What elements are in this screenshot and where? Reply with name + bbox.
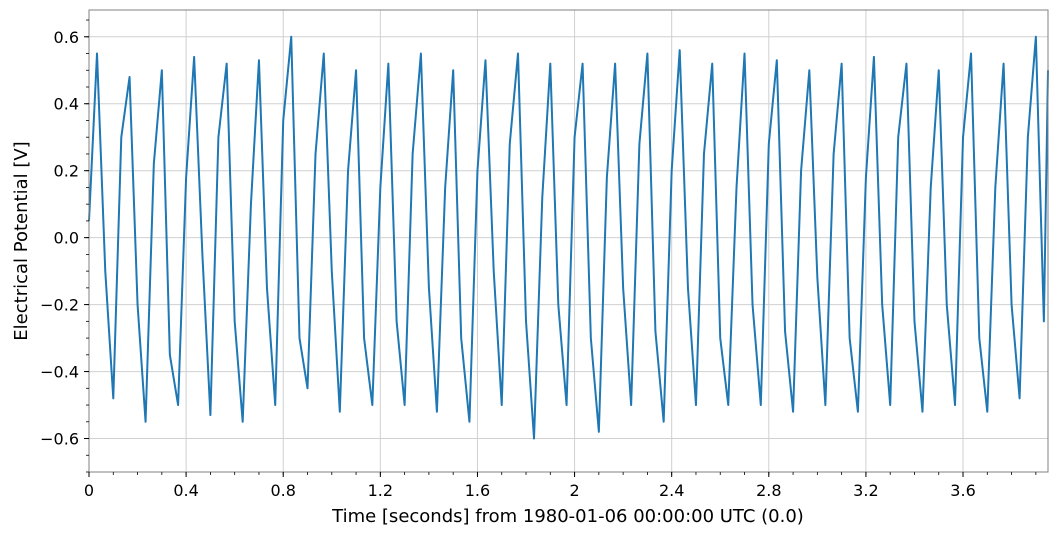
x-tick-label: 2.8 bbox=[756, 481, 781, 500]
y-tick-label: −0.6 bbox=[40, 430, 79, 449]
x-tick-label: 0 bbox=[84, 481, 94, 500]
x-tick-label: 1.2 bbox=[368, 481, 393, 500]
y-tick-label: −0.2 bbox=[40, 296, 79, 315]
y-tick-label: 0.4 bbox=[54, 95, 79, 114]
x-tick-label: 0.8 bbox=[271, 481, 296, 500]
y-tick-label: 0.0 bbox=[54, 229, 79, 248]
grid bbox=[88, 10, 1048, 472]
y-axis-title: Electrical Potential [V] bbox=[11, 141, 32, 340]
plot-frame bbox=[88, 9, 1049, 473]
x-tick-label: 3.6 bbox=[950, 481, 975, 500]
y-tick-label: −0.4 bbox=[40, 363, 79, 382]
y-tick-label: 0.2 bbox=[54, 162, 79, 181]
x-tick-label: 3.2 bbox=[853, 481, 878, 500]
x-axis: 0 0.4 0.8 1.2 1.6 2 2.4 2.8 3.2 3.6 bbox=[84, 472, 1037, 500]
y-axis: −0.6 −0.4 −0.2 0.0 0.2 0.4 0.6 bbox=[40, 19, 89, 473]
x-tick-label: 2 bbox=[569, 481, 579, 500]
x-tick-label: 1.6 bbox=[465, 481, 490, 500]
x-tick-label: 0.4 bbox=[173, 481, 198, 500]
x-tick-label: 2.4 bbox=[659, 481, 684, 500]
series-line bbox=[88, 35, 1049, 440]
series-layer bbox=[88, 35, 1049, 440]
x-axis-title: Time [seconds] from 1980-01-06 00:00:00 … bbox=[331, 506, 804, 527]
y-tick-label: 0.6 bbox=[54, 28, 79, 47]
